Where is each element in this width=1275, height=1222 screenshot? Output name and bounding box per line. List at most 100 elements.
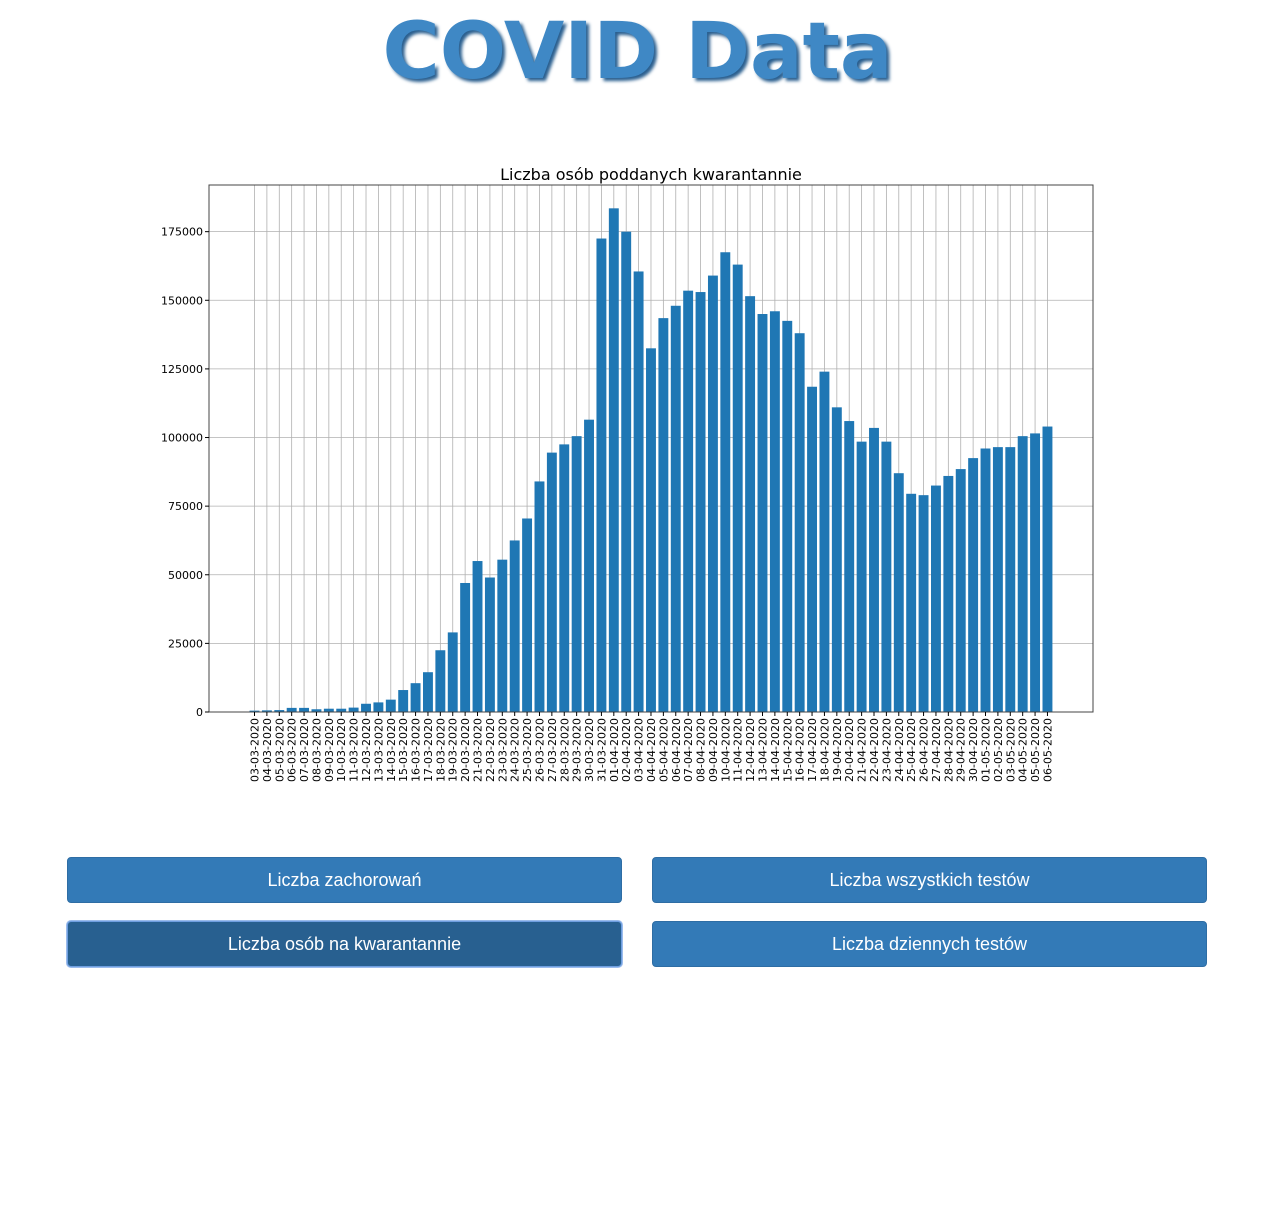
x-tick-label: 21-03-2020 [472, 718, 485, 782]
x-tick-label: 14-03-2020 [385, 718, 398, 782]
bar [869, 427, 879, 712]
y-tick-label: 175000 [161, 226, 203, 239]
bar [807, 386, 818, 712]
bar [992, 447, 1003, 712]
bar [955, 469, 966, 712]
y-axis: 0 25000 50000 75000 100000 125000 150000 175000 [161, 226, 209, 719]
y-tick-label: 125000 [161, 363, 203, 376]
bar [732, 264, 743, 712]
bar [1030, 433, 1041, 712]
quarantine-chart: 0 25000 50000 75000 100000 125000 150000 175000… [161, 165, 1094, 782]
x-tick-label: 23-04-2020 [880, 718, 893, 782]
x-tick-label: 23-03-2020 [496, 718, 509, 782]
quarantine-button[interactable]: Liczba osób na kwarantannie [67, 921, 622, 967]
chart-title: Liczba osób poddanych kwarantannie [500, 165, 802, 184]
x-tick-label: 10-04-2020 [719, 718, 732, 782]
bar [509, 540, 520, 712]
bar [596, 238, 607, 712]
bar [782, 320, 793, 712]
daily-tests-button[interactable]: Liczba dziennych testów [652, 921, 1207, 967]
bar [819, 371, 830, 712]
bar [720, 252, 731, 712]
bar [968, 458, 979, 712]
x-tick-label: 29-03-2020 [571, 718, 584, 782]
y-tick-label: 25000 [168, 637, 203, 650]
x-tick-label: 11-03-2020 [348, 718, 361, 782]
bar [1005, 447, 1016, 712]
x-tick-label: 30-04-2020 [967, 718, 980, 782]
bar [757, 314, 768, 712]
bar [608, 208, 619, 712]
bar [274, 710, 285, 712]
bar [670, 305, 681, 712]
bar [534, 481, 545, 712]
cases-button[interactable]: Liczba zachorowań [67, 857, 622, 903]
x-tick-label: 17-04-2020 [806, 718, 819, 782]
bar [497, 559, 508, 712]
x-tick-label: 19-03-2020 [447, 718, 460, 782]
x-tick-label: 04-05-2020 [1017, 718, 1030, 782]
bar [621, 231, 632, 712]
x-tick-label: 18-03-2020 [434, 718, 447, 782]
bar [844, 421, 855, 712]
x-tick-label: 02-04-2020 [620, 718, 633, 782]
x-tick-label: 03-04-2020 [633, 718, 646, 782]
bar [683, 290, 694, 712]
x-tick-label: 12-04-2020 [744, 718, 757, 782]
x-tick-label: 24-03-2020 [509, 718, 522, 782]
bar [460, 582, 471, 712]
bar [745, 296, 756, 712]
bar [299, 707, 310, 712]
x-axis: 03-03-2020 04-03-2020 05-03-2020 06-03-2020… [249, 712, 1054, 782]
bar [385, 699, 396, 712]
bar [361, 703, 371, 712]
bar [410, 683, 421, 712]
chart-bars [249, 208, 1053, 712]
bar [286, 707, 297, 712]
bar [546, 452, 557, 712]
bar [435, 650, 446, 712]
x-tick-label: 05-05-2020 [1029, 718, 1042, 782]
x-tick-label: 22-04-2020 [868, 718, 881, 782]
bar [398, 690, 409, 712]
x-tick-label: 18-04-2020 [818, 718, 831, 782]
y-tick-label: 150000 [161, 294, 203, 307]
x-tick-label: 27-04-2020 [930, 718, 943, 782]
bar [943, 475, 954, 712]
x-tick-label: 21-04-2020 [856, 718, 869, 782]
x-tick-label: 08-03-2020 [310, 718, 323, 782]
bar [249, 710, 260, 712]
x-tick-label: 17-03-2020 [422, 718, 435, 782]
page-title: COVID Data [382, 7, 893, 97]
y-tick-label: 75000 [168, 500, 203, 513]
bar [323, 708, 334, 712]
x-tick-label: 15-03-2020 [397, 718, 410, 782]
bar [856, 441, 867, 712]
bar [794, 333, 805, 712]
bar [484, 577, 495, 712]
x-tick-label: 03-03-2020 [249, 718, 262, 782]
x-tick-label: 29-04-2020 [955, 718, 968, 782]
all-tests-button[interactable]: Liczba wszystkich testów [652, 857, 1207, 903]
bar [893, 473, 904, 712]
x-tick-label: 24-04-2020 [893, 718, 906, 782]
bar [769, 311, 780, 712]
x-tick-label: 10-03-2020 [335, 718, 348, 782]
x-tick-label: 20-03-2020 [459, 718, 472, 782]
x-tick-label: 09-04-2020 [707, 718, 720, 782]
x-tick-label: 05-04-2020 [657, 718, 670, 782]
bar [906, 493, 917, 712]
bar [348, 707, 359, 712]
bar [1042, 426, 1053, 712]
bar [571, 436, 582, 712]
x-tick-label: 31-03-2020 [595, 718, 608, 782]
x-tick-label: 13-04-2020 [756, 718, 769, 782]
x-tick-label: 07-04-2020 [682, 718, 695, 782]
x-tick-label: 06-05-2020 [1041, 718, 1054, 782]
bar [918, 495, 929, 712]
x-tick-label: 26-04-2020 [918, 718, 931, 782]
x-tick-label: 04-03-2020 [261, 718, 274, 782]
x-tick-label: 04-04-2020 [645, 718, 658, 782]
bar [447, 632, 458, 712]
x-tick-label: 06-03-2020 [286, 718, 299, 782]
